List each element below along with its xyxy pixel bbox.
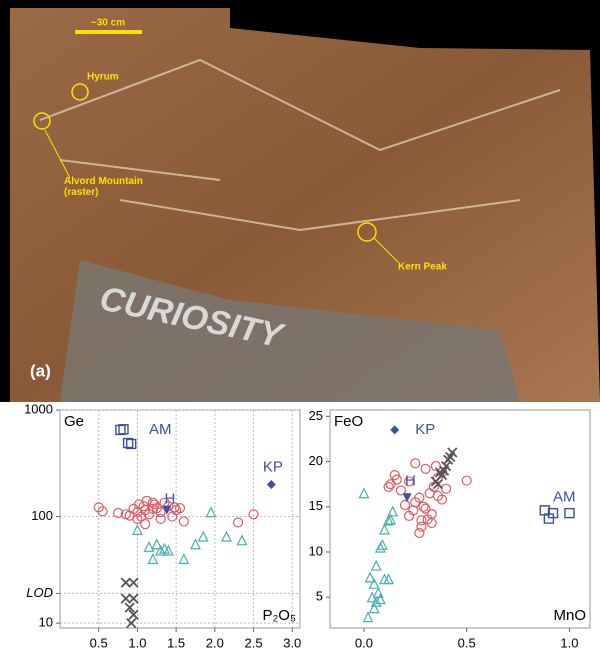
point xyxy=(372,561,381,570)
x-tick-label: 1.0 xyxy=(128,635,146,650)
x-tick-label: 0.0 xyxy=(355,635,373,650)
target-label: Hyrum xyxy=(87,72,119,83)
x-tick-label: 2.0 xyxy=(206,635,224,650)
charts: 10 100 1000 LOD 0.5 1.0 1.5 2.0 2.5 3.0 Ge P₂O₅ AM KP… xyxy=(0,402,600,656)
annotation: AM xyxy=(553,489,576,506)
scale-label: ~30 cm xyxy=(91,18,125,29)
x-tick-label: 1.5 xyxy=(167,635,185,650)
point xyxy=(384,482,393,491)
point xyxy=(179,517,188,526)
point xyxy=(267,480,276,489)
point xyxy=(222,532,231,541)
point xyxy=(237,536,246,545)
x-tick-label: 2.5 xyxy=(245,635,263,650)
point xyxy=(129,578,138,587)
point xyxy=(565,509,574,518)
target-label-box: Alvord Mountain (raster) xyxy=(64,176,144,216)
y-axis-label: Ge xyxy=(64,413,84,430)
annotation: KP xyxy=(263,458,283,475)
point xyxy=(442,484,451,493)
point xyxy=(380,525,389,534)
x-tick-label: 0.5 xyxy=(458,635,476,650)
point xyxy=(421,464,430,473)
annotation: H xyxy=(405,472,416,489)
point xyxy=(234,518,243,527)
y-axis-label: FeO xyxy=(334,413,363,430)
annotation: KP xyxy=(415,421,435,438)
x-tick-label: 0.5 xyxy=(90,635,108,650)
point xyxy=(390,425,399,434)
x-tick-label: 1.0 xyxy=(560,635,578,650)
x-tick-label: 3.0 xyxy=(283,635,301,650)
point xyxy=(148,554,157,563)
y-tick-label: 100 xyxy=(31,508,53,523)
point xyxy=(199,532,208,541)
point xyxy=(145,542,154,551)
target-label: Kern Peak xyxy=(398,262,447,273)
y-tick-label: 1000 xyxy=(24,402,53,416)
target-label: Alvord Mountain (raster) xyxy=(64,176,144,198)
point xyxy=(359,489,368,498)
point xyxy=(179,554,188,563)
point xyxy=(411,459,420,468)
point xyxy=(129,594,138,603)
point xyxy=(121,594,130,603)
point xyxy=(462,476,471,485)
point xyxy=(364,613,373,622)
point xyxy=(388,507,397,516)
point xyxy=(141,520,150,529)
point xyxy=(121,578,130,587)
point xyxy=(415,529,424,538)
x-axis-label: P₂O₅ xyxy=(262,607,296,624)
point xyxy=(419,502,428,511)
y-tick-label: 15 xyxy=(309,498,323,513)
point xyxy=(206,508,215,517)
page: ~30 cm Hyrum Alvord Mountain (raster) Ke… xyxy=(0,0,600,656)
annotation: H xyxy=(165,490,176,507)
point xyxy=(370,604,379,613)
point xyxy=(156,514,165,523)
photo: ~30 cm Hyrum Alvord Mountain (raster) Ke… xyxy=(0,0,600,402)
y-tick-label: 5 xyxy=(316,589,323,604)
x-axis-label: MnO xyxy=(553,607,586,624)
y-tick-label: 10 xyxy=(39,615,53,630)
panel-label: (a) xyxy=(30,361,51,380)
plot-frame xyxy=(330,410,590,628)
y-tick-label: 25 xyxy=(309,408,323,423)
point xyxy=(401,500,410,509)
point xyxy=(386,480,395,489)
y-tick-label: 10 xyxy=(309,543,323,558)
y-tick-label: 20 xyxy=(309,453,323,468)
y-tick-label: LOD xyxy=(26,585,53,600)
annotation: AM xyxy=(149,421,172,438)
